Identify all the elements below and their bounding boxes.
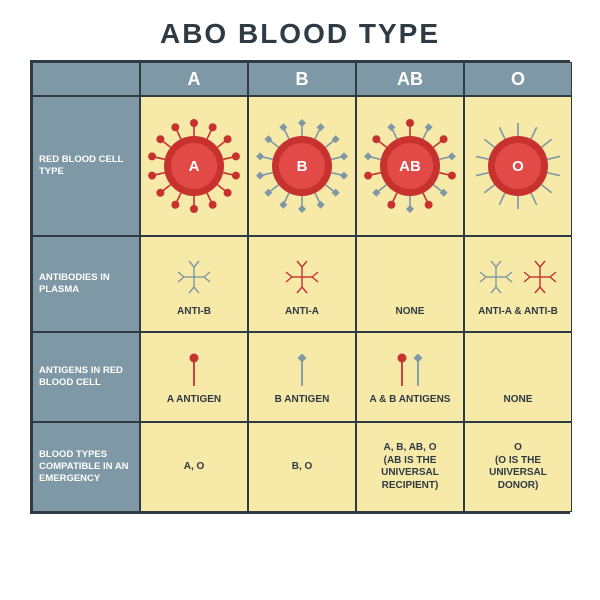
antibody-icon (360, 252, 460, 302)
rbc-icon: B (250, 110, 354, 222)
antigen-icon (360, 350, 460, 390)
row-label-rbc: RED BLOOD CELL TYPE (32, 96, 140, 236)
grid-corner (32, 62, 140, 96)
compat-text: A, O (184, 461, 205, 474)
compat-cell-A: A, O (140, 422, 248, 512)
antibody-icon (144, 252, 244, 302)
compat-text: A, B, AB, O(AB IS THE UNIVERSAL RECIPIEN… (360, 442, 460, 492)
antibody-cell-B: ANTI-A (248, 236, 356, 332)
antigen-cell-B: B ANTIGEN (248, 332, 356, 422)
antibody-icon (468, 252, 568, 302)
rbc-cell-O: O (464, 96, 572, 236)
antibody-label: ANTI-B (177, 306, 211, 317)
row-label-compat: BLOOD TYPES COMPATIBLE IN AN EMERGENCY (32, 422, 140, 512)
antigen-label: A ANTIGEN (167, 394, 221, 405)
compat-cell-O: O(O IS THE UNIVERSAL DONOR) (464, 422, 572, 512)
svg-text:O: O (512, 158, 524, 175)
antibody-label: ANTI-A & ANTI-B (478, 306, 558, 317)
blood-type-grid: ABABORED BLOOD CELL TYPE A B AB O ANTIBO… (30, 60, 570, 514)
svg-text:B: B (297, 158, 308, 175)
rbc-cell-A: A (140, 96, 248, 236)
rbc-icon: AB (358, 110, 462, 222)
compat-cell-AB: A, B, AB, O(AB IS THE UNIVERSAL RECIPIEN… (356, 422, 464, 512)
antigen-cell-A: A ANTIGEN (140, 332, 248, 422)
col-header-B: B (248, 62, 356, 96)
rbc-cell-AB: AB (356, 96, 464, 236)
page-title: ABO BLOOD TYPE (160, 18, 440, 50)
rbc-icon: O (466, 110, 570, 222)
antigen-label: B ANTIGEN (275, 394, 330, 405)
antigen-label: A & B ANTIGENS (370, 394, 451, 405)
compat-cell-B: B, O (248, 422, 356, 512)
antigen-cell-AB: A & B ANTIGENS (356, 332, 464, 422)
antibody-label: NONE (396, 306, 425, 317)
antibody-icon (252, 252, 352, 302)
antigen-icon (144, 350, 244, 390)
compat-text: B, O (292, 461, 313, 474)
antibody-label: ANTI-A (285, 306, 319, 317)
antigen-icon (252, 350, 352, 390)
svg-text:A: A (189, 158, 200, 175)
rbc-cell-B: B (248, 96, 356, 236)
compat-text: O(O IS THE UNIVERSAL DONOR) (468, 442, 568, 492)
antibody-cell-O: ANTI-A & ANTI-B (464, 236, 572, 332)
col-header-AB: AB (356, 62, 464, 96)
rbc-icon: A (142, 110, 246, 222)
antibody-cell-A: ANTI-B (140, 236, 248, 332)
antigen-cell-O: NONE (464, 332, 572, 422)
col-header-A: A (140, 62, 248, 96)
antigen-label: NONE (504, 394, 533, 405)
antigen-icon (468, 350, 568, 390)
col-header-O: O (464, 62, 572, 96)
row-label-antigens: ANTIGENS IN RED BLOOD CELL (32, 332, 140, 422)
antibody-cell-AB: NONE (356, 236, 464, 332)
svg-text:AB: AB (399, 158, 421, 175)
row-label-antibodies: ANTIBODIES IN PLASMA (32, 236, 140, 332)
